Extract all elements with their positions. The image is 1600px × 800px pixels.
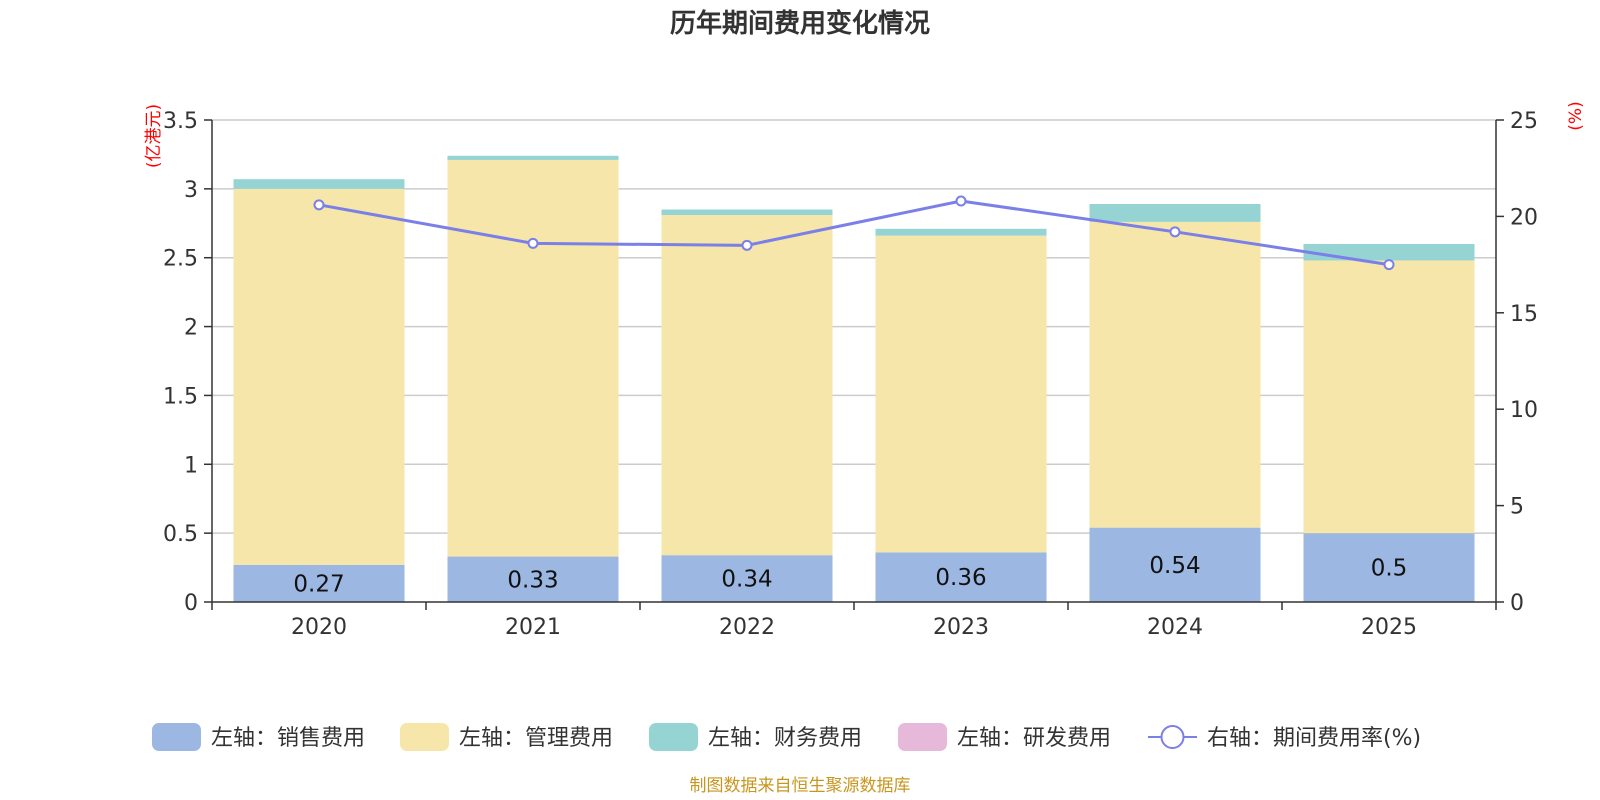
bar-segment [1089, 527, 1261, 602]
legend-label: 左轴：财务费用 [708, 726, 862, 751]
left-tick-label: 2.5 [163, 247, 198, 272]
data-label: 0.27 [293, 571, 344, 597]
bar-segment [447, 155, 619, 160]
source-note: 制图数据来自恒生聚源数据库 [690, 776, 911, 796]
legend: 左轴：销售费用 左轴：管理费用 左轴：财务费用 左轴：研发费用 右轴：期间费用率(%) [152, 723, 1421, 751]
data-labels: 0.27 0.33 0.34 0.36 0.54 0.5 [293, 553, 1407, 598]
rate-point [527, 237, 539, 249]
data-label: 0.34 [721, 567, 772, 593]
chart-title: 历年期间费用变化情况 [670, 8, 930, 39]
legend-swatch [649, 723, 698, 751]
bar-segment [661, 209, 833, 216]
data-label: 0.5 [1371, 556, 1408, 582]
bar-segment [447, 556, 619, 602]
bar-segment [1303, 243, 1475, 261]
left-tick-label: 0.5 [163, 522, 198, 547]
bar-segment [1303, 533, 1475, 602]
rate-line [313, 195, 1395, 271]
bar-segment [661, 215, 833, 556]
legend-swatch [152, 723, 201, 751]
x-tick-label: 2021 [505, 615, 561, 640]
right-tick-label: 5 [1510, 495, 1524, 520]
left-tick-label: 3 [184, 178, 198, 203]
left-tick-label: 1 [184, 453, 198, 478]
right-tick-label: 10 [1510, 398, 1538, 423]
bar-segment [447, 159, 619, 557]
right-axis-unit: (%) [1566, 101, 1586, 130]
bar-segment [661, 555, 833, 602]
bar-segment [233, 564, 405, 602]
legend-label: 左轴：销售费用 [211, 726, 365, 751]
bar-segment [233, 179, 405, 189]
x-tick-label: 2022 [719, 615, 775, 640]
legend-label: 左轴：研发费用 [957, 726, 1111, 751]
x-tick-label: 2020 [291, 615, 347, 640]
bars [233, 155, 1475, 602]
data-label: 0.36 [935, 565, 986, 591]
legend-label: 右轴：期间费用率(%) [1207, 726, 1421, 751]
legend-label: 左轴：管理费用 [459, 726, 613, 751]
bar-segment [1089, 204, 1261, 222]
rate-line-path [318, 199, 1390, 267]
data-label: 0.54 [1149, 553, 1200, 579]
legend-swatch [400, 723, 449, 751]
bar-segment [875, 235, 1047, 553]
rate-point [741, 239, 753, 251]
data-label: 0.33 [507, 567, 558, 593]
bar-segment [875, 552, 1047, 602]
bar-segment [233, 188, 405, 565]
legend-circle-marker [1160, 725, 1185, 749]
left-tick-label: 1.5 [163, 384, 198, 409]
bar-segment [1303, 260, 1475, 534]
rate-point [955, 195, 967, 207]
bar-segment [875, 228, 1047, 236]
right-tick-label: 20 [1510, 205, 1538, 230]
x-tick-label: 2024 [1147, 615, 1203, 640]
rate-point [1383, 259, 1395, 271]
left-tick-label: 2 [184, 316, 198, 341]
bar-segment [1089, 221, 1261, 528]
right-tick-label: 15 [1510, 302, 1538, 327]
gridlines [212, 119, 1496, 534]
left-axis-unit: (亿港元) [144, 104, 164, 168]
rate-point [313, 199, 325, 211]
x-tick-label: 2025 [1361, 615, 1417, 640]
left-tick-label: 3.5 [163, 109, 198, 134]
right-tick-label: 25 [1510, 109, 1538, 134]
right-tick-label: 0 [1510, 591, 1524, 616]
left-tick-label: 0 [184, 591, 198, 616]
rate-point [1169, 226, 1181, 238]
x-tick-label: 2023 [933, 615, 989, 640]
legend-swatch [898, 723, 947, 751]
